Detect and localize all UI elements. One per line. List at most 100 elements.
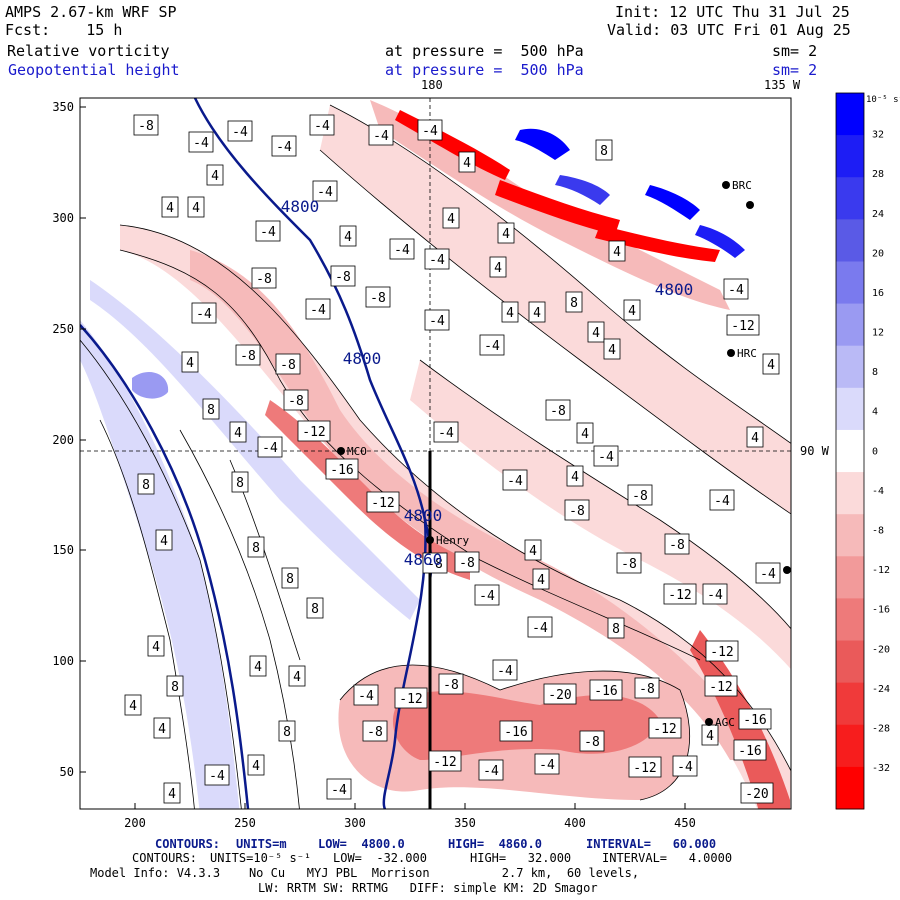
colorbar-tick-label: 4 (872, 407, 878, 418)
colorbar-swatch (836, 598, 864, 642)
colorbar-swatch (836, 514, 864, 557)
colorbar-swatch (836, 640, 864, 684)
colorbar-tick-label: -8 (872, 525, 884, 536)
svg-text:4: 4 (529, 544, 537, 559)
svg-text:8: 8 (252, 541, 260, 556)
svg-text:-4: -4 (260, 225, 276, 240)
station-markers: MCO Henry HRC AGC BRC (337, 179, 791, 729)
vort-contour-label: 4 (247, 754, 265, 776)
vort-contour-label: 4 (288, 665, 306, 687)
storm-blue-4 (695, 225, 745, 258)
svg-text:-8: -8 (569, 504, 585, 519)
vort-contour-label: -4 (417, 119, 443, 141)
colorbar-tick-label: 32 (872, 130, 884, 141)
footer-l2-units: UNITS=10⁻⁵ s⁻¹ (210, 851, 312, 865)
svg-text:4: 4 (767, 358, 775, 373)
vort-contour-label: 4 (153, 717, 171, 739)
vort-contour-label: 4 (124, 694, 142, 716)
vort-contour-label: -4 (424, 248, 450, 270)
vort-contour-label: 4 (603, 338, 621, 360)
vort-contour-label: -8 (251, 267, 277, 289)
vort-contour-label: -4 (227, 120, 253, 142)
svg-text:4: 4 (751, 431, 759, 446)
footer-l2-interval: INTERVAL= 4.0000 (602, 851, 733, 865)
svg-text:-16: -16 (594, 684, 617, 699)
neg-vort-band-2 (320, 105, 791, 514)
vort-contour-label: 8 (281, 567, 299, 589)
vort-contour-label: -4 (191, 302, 217, 324)
svg-text:4: 4 (463, 156, 471, 171)
station-dot (705, 718, 713, 726)
vort-contour-label: -12 (704, 675, 738, 697)
vort-contour-label: -20 (543, 683, 577, 705)
svg-text:8: 8 (142, 478, 150, 493)
vorticity-contours (80, 104, 791, 809)
svg-text:4: 4 (502, 227, 510, 242)
vort-contour-label: 4 (229, 421, 247, 443)
vort-contour-label: -8 (235, 344, 261, 366)
vort-contour-label: 4 (155, 529, 173, 551)
vort-contour-label: -12 (726, 314, 760, 336)
vort-contour-label: -8 (330, 265, 356, 287)
vort-contour-label: 4 (524, 539, 542, 561)
svg-text:4: 4 (706, 729, 714, 744)
storm-blue-1 (515, 128, 570, 160)
lon-label-135w: 135 W (764, 78, 801, 92)
vort-contour-label: -8 (545, 399, 571, 421)
pos-vort-blob (132, 372, 169, 399)
svg-text:4: 4 (293, 670, 301, 685)
svg-text:-4: -4 (331, 783, 347, 798)
svg-text:8: 8 (171, 680, 179, 695)
colorbar-tick-label: 12 (872, 328, 884, 339)
y-tick-label: 200 (52, 433, 74, 447)
svg-text:-4: -4 (193, 136, 209, 151)
svg-text:-16: -16 (504, 725, 527, 740)
svg-text:-12: -12 (371, 496, 394, 511)
vort-contour-label: 4 (501, 301, 519, 323)
field1-smooth: sm= 2 (772, 42, 818, 60)
svg-text:-8: -8 (240, 349, 256, 364)
svg-text:4: 4 (160, 534, 168, 549)
vort-contour-label: -4 (672, 755, 698, 777)
vort-contour-label: -4 (271, 135, 297, 157)
svg-text:4: 4 (158, 722, 166, 737)
x-tick-label: 200 (124, 816, 146, 830)
vort-contour-label: -8 (664, 533, 690, 555)
vort-contour-label: -4 (424, 309, 450, 331)
svg-text:-8: -8 (370, 291, 386, 306)
svg-text:-4: -4 (714, 494, 730, 509)
vort-contour-label: -8 (283, 389, 309, 411)
height-contour-label: 4860 (404, 550, 443, 569)
vort-contour-label: -4 (326, 778, 352, 800)
svg-text:-12: -12 (633, 761, 656, 776)
vort-contour-label: 4 (458, 151, 476, 173)
init-time: Init: 12 UTC Thu 31 Jul 25 (615, 3, 850, 21)
svg-text:-4: -4 (507, 474, 523, 489)
svg-text:8: 8 (207, 403, 215, 418)
vort-contour-label: -8 (365, 286, 391, 308)
colorbar-tick-label: -24 (872, 684, 890, 695)
svg-text:-4: -4 (760, 567, 776, 582)
vort-contour-label: -12 (297, 420, 331, 442)
colorbar-tick-label: 28 (872, 169, 884, 180)
field2-level: at pressure = 500 hPa (385, 61, 584, 79)
svg-text:4: 4 (192, 201, 200, 216)
colorbar-swatch (836, 766, 864, 810)
svg-text:-12: -12 (710, 645, 733, 660)
vort-contour-label: 8 (607, 617, 625, 639)
svg-text:-4: -4 (373, 129, 389, 144)
svg-text:-12: -12 (433, 755, 456, 770)
station-label: Henry (436, 534, 469, 547)
colorbar-swatch (836, 135, 864, 178)
vort-contour-label: -16 (325, 458, 359, 480)
svg-text:8: 8 (286, 572, 294, 587)
colorbar-unit: 10⁻⁵ s⁻¹ (866, 95, 900, 105)
vort-contour-label: -8 (275, 353, 301, 375)
y-tick-label: 350 (52, 100, 74, 114)
valid-time: Valid: 03 UTC Fri 01 Aug 25 (607, 21, 851, 39)
y-tick-label: 300 (52, 211, 74, 225)
svg-text:4: 4 (166, 201, 174, 216)
svg-text:-4: -4 (394, 243, 410, 258)
footer-model-info: Model Info: V4.3.3 No Cu MYJ PBL Morriso… (90, 866, 640, 880)
vort-contour-label: 4 (623, 299, 641, 321)
